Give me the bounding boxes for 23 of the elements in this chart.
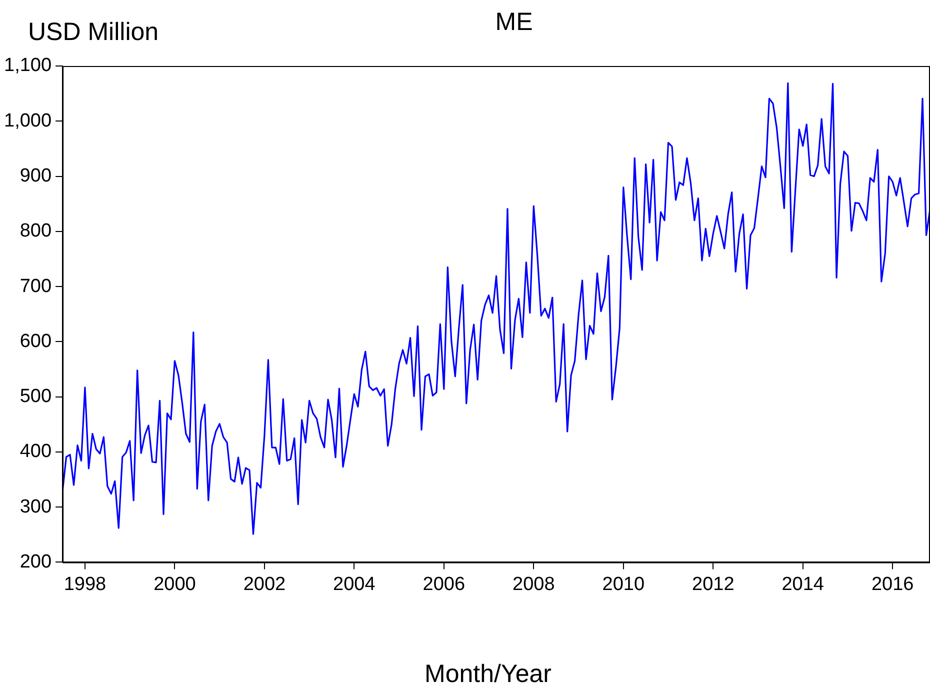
- x-tick-label: 1998: [64, 574, 106, 595]
- y-tick-label: 1,000: [4, 110, 52, 132]
- y-tick-label: 600: [20, 330, 52, 352]
- x-tick-label: 2006: [422, 574, 466, 595]
- y-tick-label: 700: [20, 276, 52, 297]
- y-tick-label: 300: [20, 496, 52, 518]
- y-axis-title: USD Million: [28, 18, 159, 47]
- y-tick-label: 400: [20, 441, 52, 462]
- x-tick-label: 2010: [602, 574, 645, 595]
- x-tick-label: 2014: [782, 574, 824, 595]
- x-tick-label: 2008: [512, 574, 555, 595]
- y-tick-label: 500: [20, 386, 52, 408]
- x-tick-label: 2004: [333, 574, 376, 595]
- x-axis-title: Month/Year: [424, 660, 552, 689]
- y-tick-label: 200: [20, 551, 52, 572]
- y-tick-label: 800: [20, 220, 52, 242]
- y-tick-label: 1,100: [4, 55, 52, 76]
- x-tick-label: 2016: [871, 574, 914, 595]
- x-tick-label: 2002: [243, 574, 286, 595]
- x-tick-label: 2012: [692, 574, 734, 595]
- y-tick-label: 900: [20, 166, 52, 186]
- x-tick-label: 2000: [154, 574, 196, 595]
- chart-title: ME: [495, 8, 533, 36]
